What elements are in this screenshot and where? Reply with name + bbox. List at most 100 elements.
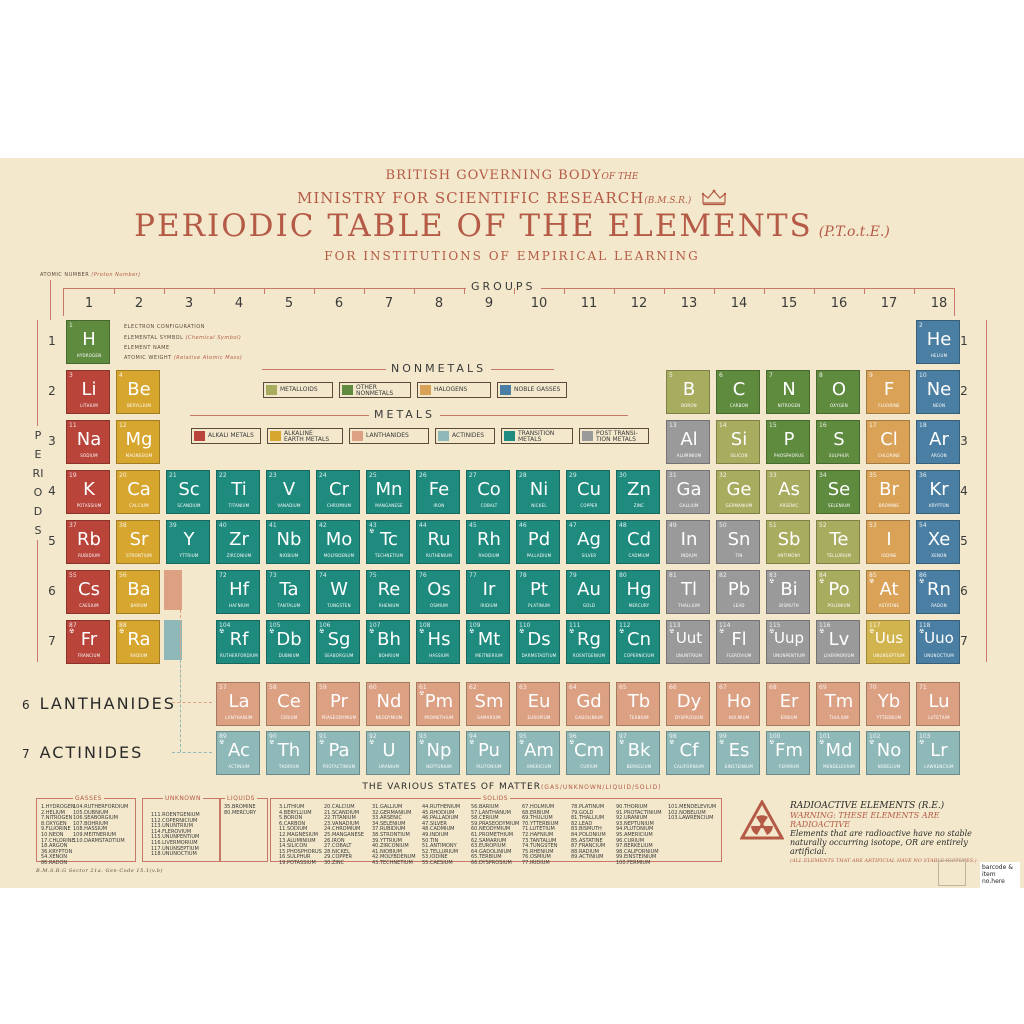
element-francium: 87 Fr FRANCIUM ☢ (66, 620, 110, 664)
element-helium: 2 He HELIUM (916, 320, 960, 364)
element-radium: 88 Ra RADIUM ☢ (116, 620, 160, 664)
atomic-number: 78 (519, 572, 527, 579)
element-mendelevium: 101 Md MENDELEVIUM ☢ (816, 731, 860, 775)
atomic-number: 94 (469, 733, 477, 740)
element-roentgenium: 111 Rg ROENTGENIUM ☢ (566, 620, 610, 664)
element-name: GOLD (582, 603, 596, 608)
atomic-number: 114 (719, 622, 731, 629)
atomic-number: 14 (719, 422, 727, 429)
element-symbol: Cr (329, 479, 349, 500)
atomic-number: 108 (419, 622, 431, 629)
element-symbol: N (782, 379, 796, 400)
element-calcium: 20 Ca CALCIUM (116, 470, 160, 514)
atomic-number: 22 (219, 472, 227, 479)
atomic-number: 3 (69, 372, 73, 379)
atomic-number: 15 (769, 422, 777, 429)
element-livermorium: 116 Lv LIVERMORIUM ☢ (816, 620, 860, 664)
radioactive-icon: ☢ (669, 628, 675, 635)
element-name: OSMIUM (430, 603, 448, 608)
element-bohrium: 107 Bh BOHRIUM ☢ (366, 620, 410, 664)
element-germanium: 32 Ge GERMANIUM (716, 470, 760, 514)
element-name: GADOLINIUM (574, 715, 604, 720)
period-number-4-left: 4 (48, 484, 56, 498)
group-tick (764, 288, 765, 294)
element-name: STRONTIUM (126, 553, 152, 558)
period-number-2-left: 2 (48, 384, 56, 398)
group-number-6: 6 (334, 296, 344, 311)
element-name: CADMIUM (628, 553, 650, 558)
actinide-placeholder (164, 620, 182, 660)
element-symbol: Uut (675, 629, 703, 647)
element-name: IRIDIUM (480, 603, 498, 608)
element-symbol: Cf (679, 740, 699, 761)
element-name: CARBON (729, 403, 749, 408)
element-rhodium: 45 Rh RHODIUM (466, 520, 510, 564)
gasses-list-2: 104.RUTHERFORDIUM 105.DUBNIUM 106.SEABOR… (73, 804, 129, 844)
element-name: NEON (932, 403, 946, 408)
atomic-number: 18 (919, 422, 927, 429)
lanthanides-number: 6 (22, 698, 32, 712)
legend-text: METALLOIDS (280, 386, 318, 393)
atomic-number: 107 (369, 622, 381, 629)
legend-text: ALKALINE EARTH METALS (284, 430, 330, 443)
barcode-placeholder: barcode & item no.here (980, 862, 1020, 888)
period-number-2-right: 2 (960, 384, 968, 398)
element-flerovium: 114 Fl FLEROVIUM ☢ (716, 620, 760, 664)
gasses-title: GASSES (73, 795, 104, 802)
element-symbol: Nd (376, 691, 402, 712)
legend-swatch (266, 385, 277, 395)
element-carbon: 6 C CARBON (716, 370, 760, 414)
element-tantalum: 73 Ta TANTALUM (266, 570, 310, 614)
element-lawrencium: 103 Lr LAWRENCIUM ☢ (916, 731, 960, 775)
element-symbol: Bk (627, 740, 651, 761)
element-symbol: Tm (824, 691, 854, 712)
lanthanide-link (180, 610, 182, 702)
element-name: SILVER (581, 553, 597, 558)
legend-swatch (342, 385, 353, 395)
atomic-number: 86 (919, 572, 927, 579)
legend-text: ACTINIDES (452, 432, 485, 439)
element-symbol: Er (779, 691, 799, 712)
element-symbol: Po (828, 579, 850, 600)
element-name: YTTERBIUM (876, 715, 902, 720)
atomic-number: 16 (819, 422, 827, 429)
atomic-number: 68 (769, 684, 777, 691)
atomic-number: 1 (69, 322, 73, 329)
bmsr-text: (B.M.S.R.) (644, 196, 692, 206)
groups-frame-right (954, 288, 955, 316)
element-name: CALIFORNIUM (674, 764, 704, 769)
radioactive-icon: ☢ (469, 739, 475, 746)
element-name: ERBIUM (780, 715, 798, 720)
element-name: HYDROGEN (76, 353, 102, 358)
atomic-number: 73 (269, 572, 277, 579)
solids-title: SOLIDS (481, 795, 511, 802)
element-symbol: Ru (427, 529, 451, 550)
actinides-text: ACTINIDES (39, 743, 144, 762)
page-title: PERIODIC TABLE OF THE ELEMENTS (P.T.o.t.E… (0, 208, 1024, 244)
states-heading: THE VARIOUS STATES OF MATTER(GAS/UNKNOWN… (0, 782, 1024, 792)
element-symbol: Ag (577, 529, 601, 550)
group-number-17: 17 (880, 296, 898, 311)
element-polonium: 84 Po POLONIUM ☢ (816, 570, 860, 614)
element-symbol: Uuo (924, 629, 954, 647)
element-symbol: Pd (527, 529, 551, 550)
element-chromium: 24 Cr CHROMIUM (316, 470, 360, 514)
element-name: FRANCIUM (77, 653, 101, 658)
radioactive-icon: ☢ (819, 628, 825, 635)
radioactive-icon: ☢ (669, 739, 675, 746)
radioactive-icon: ☢ (719, 628, 725, 635)
element-lithium: 3 Li LITHIUM (66, 370, 110, 414)
element-cadmium: 48 Cd CADMIUM (616, 520, 660, 564)
radioactive-icon: ☢ (619, 739, 625, 746)
element-berkelium: 97 Bk BERKELIUM ☢ (616, 731, 660, 775)
element-name: HASSIUM (429, 653, 449, 658)
group-tick (114, 288, 115, 294)
element-symbol: Sn (727, 529, 751, 550)
element-name: HOLMIUM (728, 715, 750, 720)
element-symbol: Pm (424, 691, 454, 712)
gasses-box: GASSES 1.HYDROGEN 2.HELIUM 7.NITROGEN 8.… (36, 795, 136, 866)
element-symbol: Uus (874, 629, 904, 647)
group-number-13: 13 (680, 296, 698, 311)
element-symbol: Rn (927, 579, 951, 600)
element-barium: 56 Ba BARIUM (116, 570, 160, 614)
